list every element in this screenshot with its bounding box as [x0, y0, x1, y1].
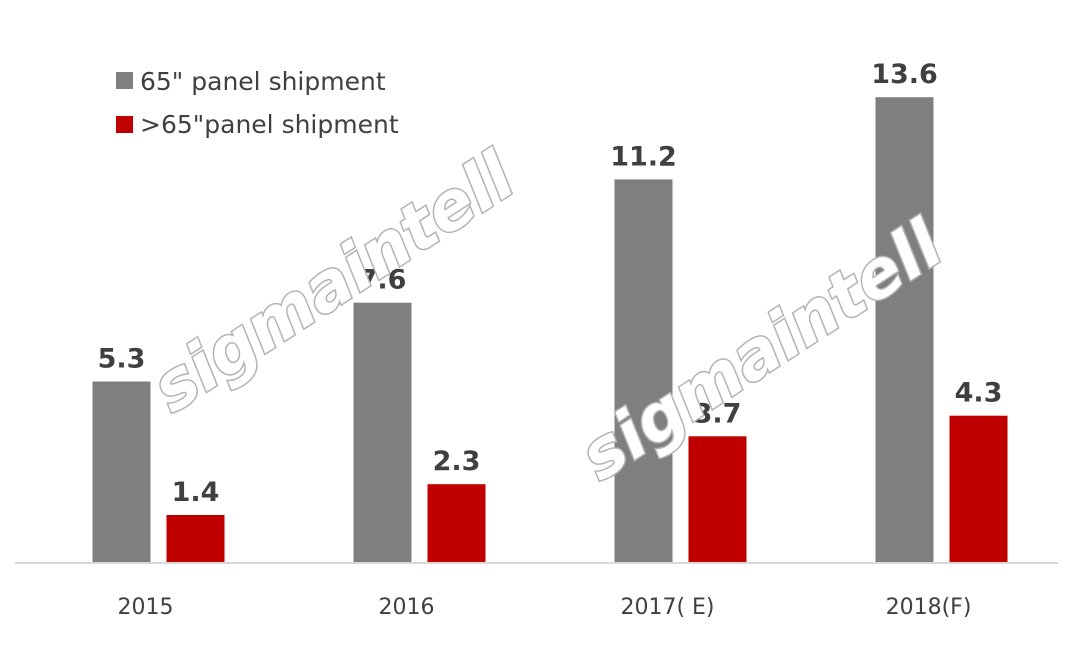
bar-series-2-3 [688, 436, 747, 563]
legend-swatch-over-65-panel [116, 116, 133, 133]
x-tick-label: 2016 [379, 595, 435, 620]
bar-series-2-1 [166, 515, 225, 563]
watermark-text: sigmaintell [139, 137, 529, 428]
x-tick-labels: 2015 2016 2017( E) 2018(F) [118, 595, 972, 620]
legend-label-over-65-panel: >65"panel shipment [140, 110, 399, 139]
data-label-series-1-2: 7.6 [359, 265, 407, 296]
data-label-series-2-3: 3.7 [694, 398, 742, 429]
data-label-series-1-3: 11.2 [610, 141, 677, 172]
bars-layer [92, 97, 1008, 563]
bar-series-2-4 [949, 415, 1008, 563]
data-label-series-2-1: 1.4 [172, 477, 220, 508]
bar-series-1-4 [875, 97, 934, 563]
legend-label-65-panel: 65" panel shipment [140, 67, 386, 96]
bar-series-1-1 [92, 381, 151, 563]
data-label-series-2-2: 2.3 [433, 446, 481, 477]
legend: 65" panel shipment >65"panel shipment [116, 67, 399, 139]
x-tick-label: 2017( E) [620, 595, 714, 620]
bar-series-1-2 [353, 302, 412, 563]
bar-series-1-3 [614, 179, 673, 563]
data-label-series-1-4: 13.6 [871, 59, 938, 90]
x-tick-label: 2018(F) [886, 595, 972, 620]
data-label-series-1-1: 5.3 [98, 344, 146, 375]
value-labels-layer: 5.3 1.4 7.6 2.3 11.2 3.7 13.6 4.3 [98, 59, 1003, 508]
watermark-layer: sigmaintell sigmaintell [137, 135, 958, 497]
data-label-series-2-4: 4.3 [955, 378, 1003, 409]
bar-series-2-2 [427, 484, 486, 563]
x-tick-label: 2015 [118, 595, 174, 620]
legend-swatch-65-panel [116, 72, 133, 89]
